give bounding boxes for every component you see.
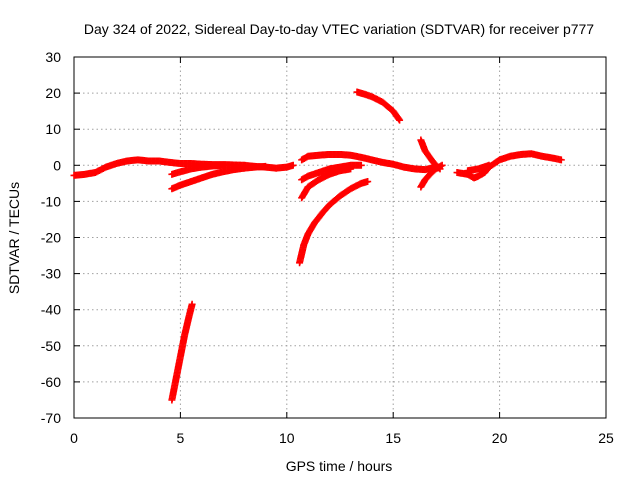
data-series — [70, 88, 565, 404]
data-series-group — [168, 162, 270, 193]
data-series-group — [353, 88, 404, 124]
data-point — [357, 161, 365, 169]
data-series-group — [453, 150, 565, 182]
data-series-group — [464, 161, 493, 175]
data-series-group — [296, 178, 372, 267]
y-axis-label: SDTVAR / TECUs — [6, 182, 22, 294]
data-series-group — [298, 165, 355, 202]
data-point — [485, 161, 493, 169]
data-point — [219, 161, 227, 169]
data-point — [188, 300, 196, 308]
y-tick-label: 10 — [45, 121, 61, 137]
y-tick-label: -10 — [41, 193, 61, 209]
axes: 0 5 10 15 20 25 -70 -60 -50 -40 -30 -20 -10 0 10 20 30 — [41, 49, 614, 446]
grid — [74, 57, 606, 418]
x-tick-label: 5 — [177, 430, 185, 446]
x-tick-label: 0 — [70, 430, 78, 446]
y-tick-label: -20 — [41, 230, 61, 246]
y-tick-label: -70 — [41, 410, 61, 426]
y-tick-label: -50 — [41, 338, 61, 354]
y-tick-label: 20 — [45, 85, 61, 101]
data-point — [262, 162, 270, 170]
chart-title: Day 324 of 2022, Sidereal Day-to-day VTE… — [84, 21, 594, 37]
data-point — [557, 156, 565, 164]
y-tick-label: -60 — [41, 374, 61, 390]
x-axis-label: GPS time / hours — [286, 458, 393, 474]
y-tick-label: -40 — [41, 302, 61, 318]
data-series-group — [168, 161, 227, 178]
data-point — [364, 178, 372, 186]
x-tick-label: 25 — [598, 430, 614, 446]
data-series-group — [417, 161, 446, 191]
data-point — [438, 161, 446, 169]
data-series-group — [298, 161, 365, 184]
y-tick-label: 0 — [53, 157, 61, 173]
data-point — [396, 116, 404, 124]
x-tick-label: 15 — [385, 430, 401, 446]
y-tick-label: -30 — [41, 266, 61, 282]
data-series-group — [168, 300, 196, 404]
y-tick-label: 30 — [45, 49, 61, 65]
x-tick-label: 20 — [492, 430, 508, 446]
x-tick-label: 10 — [279, 430, 295, 446]
data-point — [289, 161, 297, 169]
